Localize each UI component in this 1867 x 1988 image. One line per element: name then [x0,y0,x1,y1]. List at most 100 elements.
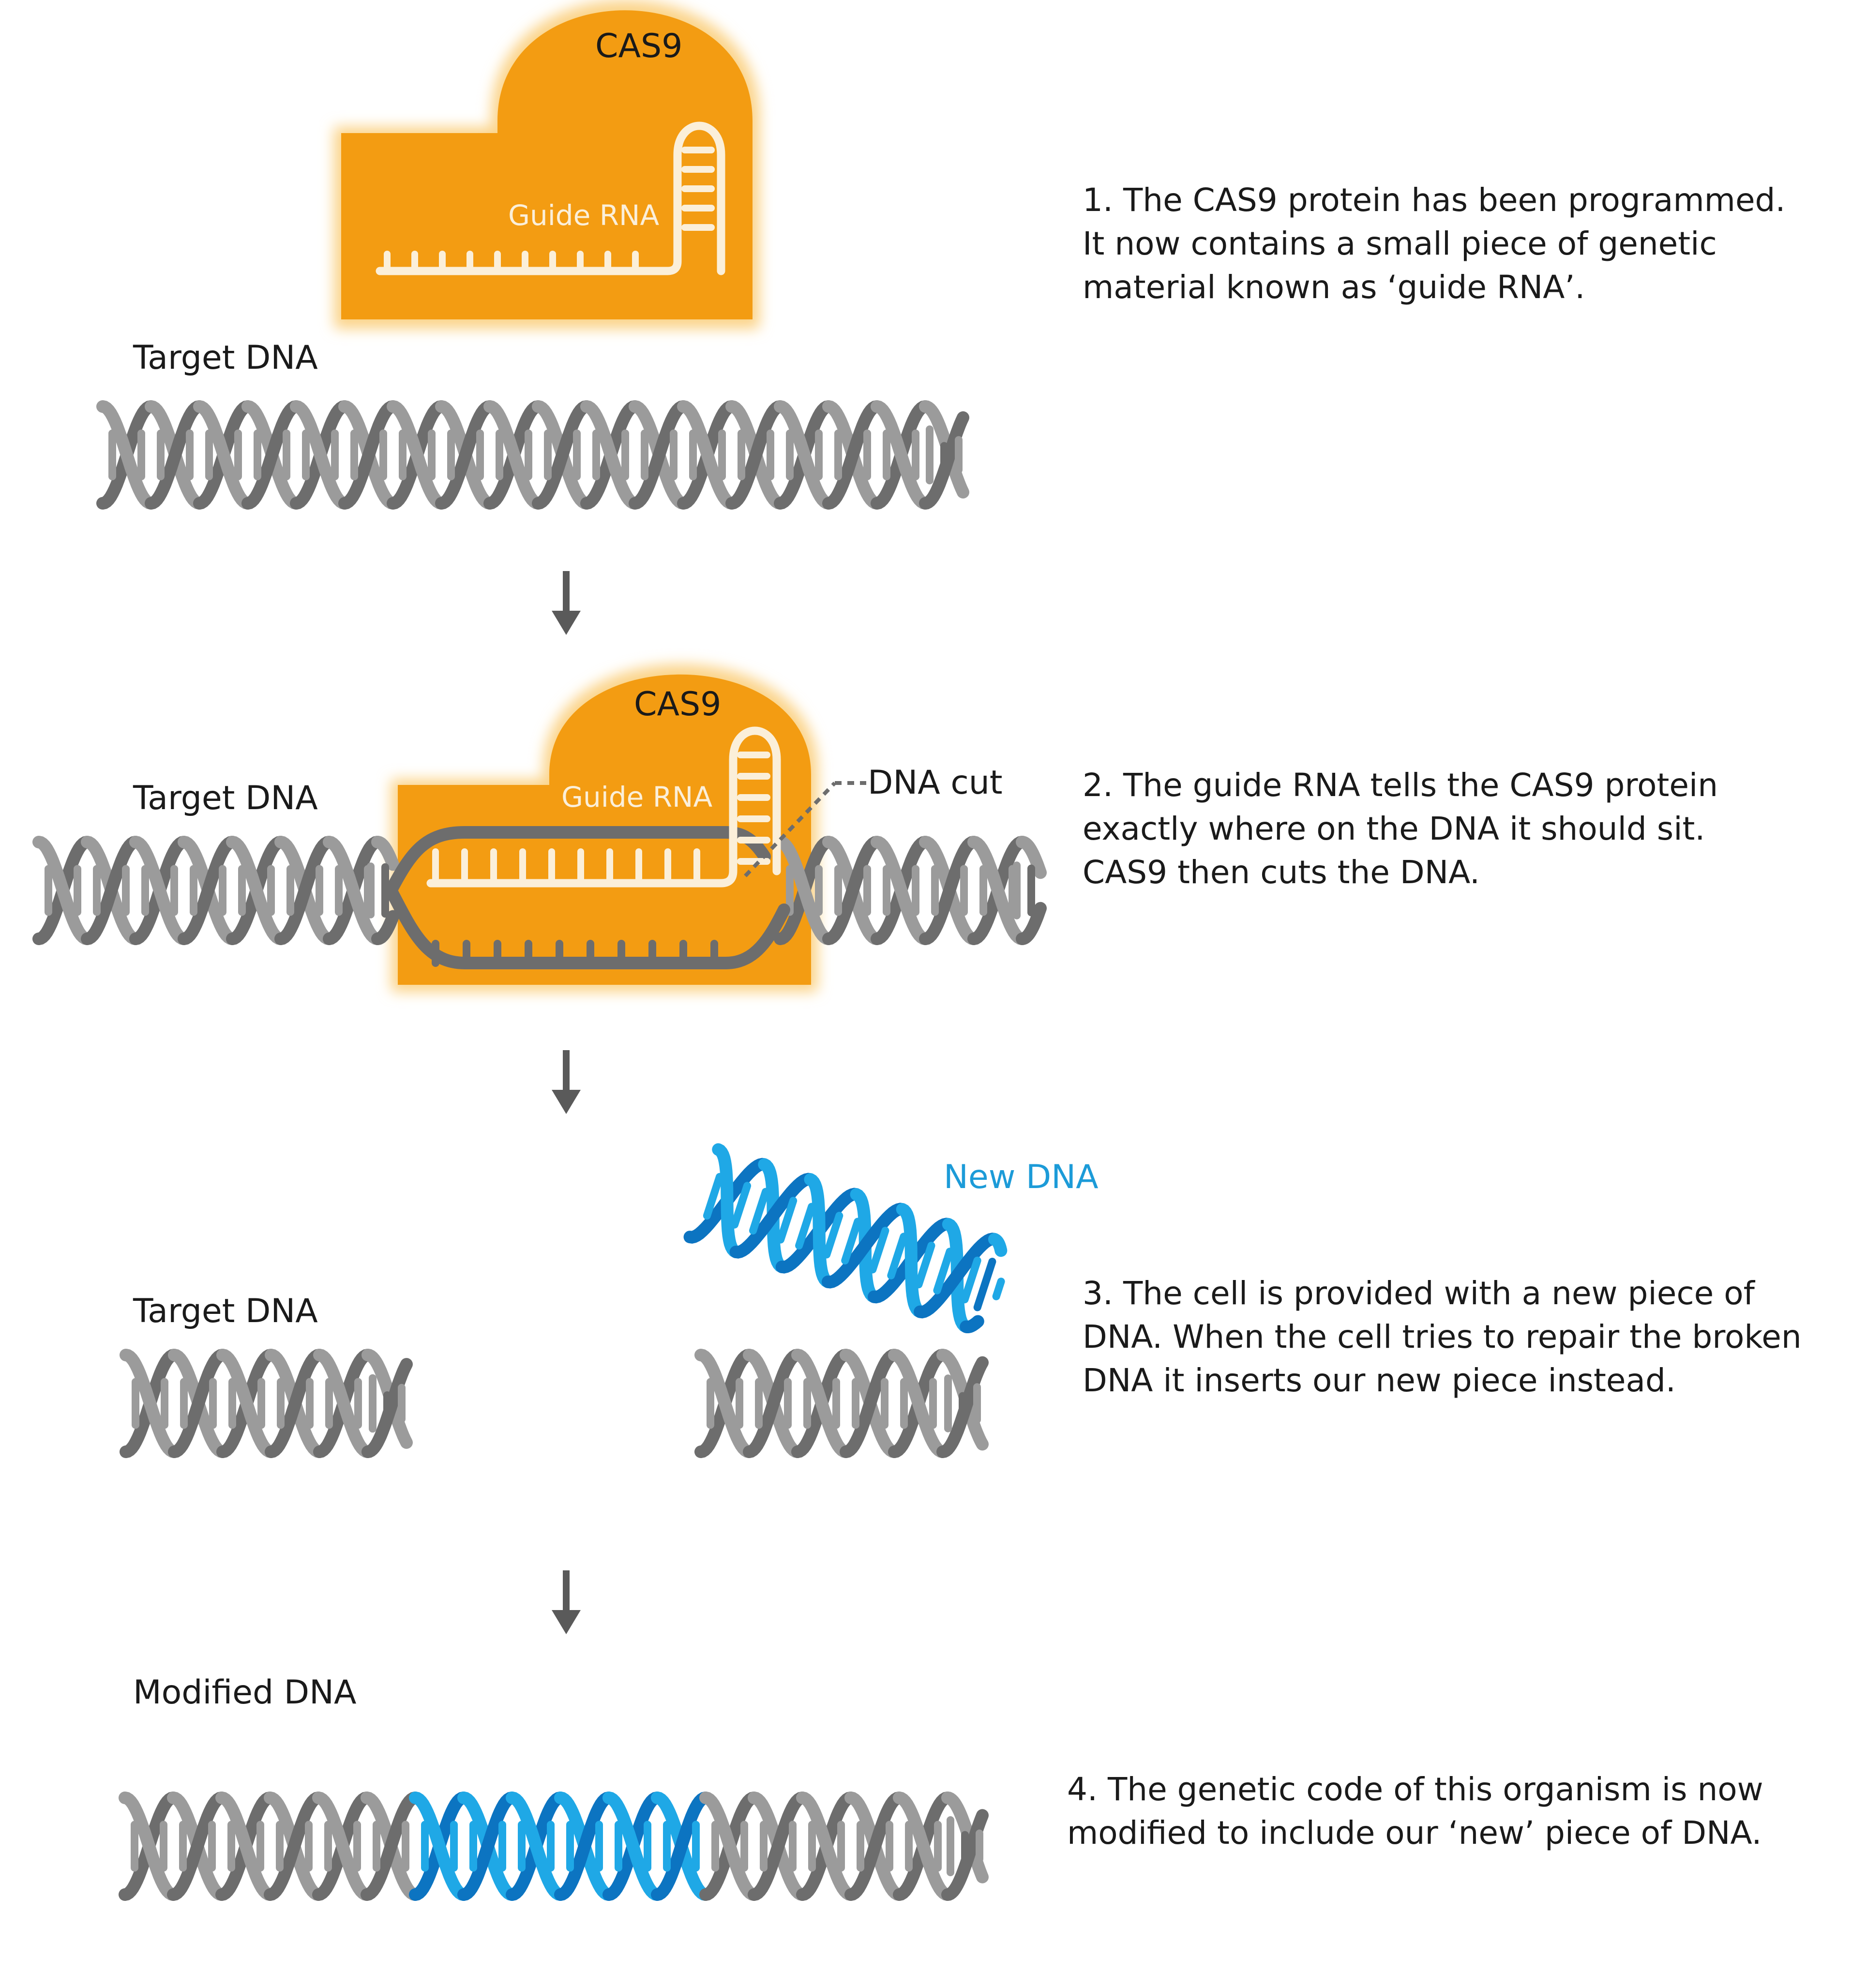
dna-strand-segment [896,1203,927,1318]
dna-strand-segment [216,1349,277,1458]
dna-strand-segment [264,1792,325,1901]
step1-description-line3: material known as ‘guide RNA’. [1083,269,1585,306]
dna-cut-pointer [744,781,866,877]
dna-strand-segment [967,836,1028,945]
dna-strand-segment [361,1349,413,1449]
dna-strand-segment [602,1792,663,1901]
step2-group: Target DNA CAS9 Guide RNA DNA cut 2. The… [32,664,1718,992]
dna-strand-segment [532,400,593,510]
dna-strand-segment [629,400,690,510]
dna-strand-segment [694,1349,755,1458]
dna-strand-segment [871,836,932,945]
step1-description-line1: 1. The CAS9 protein has been programmed. [1083,181,1785,219]
target-dna-helix-1 [96,400,969,510]
dna-strand-segment [960,1315,984,1334]
dna-strand-segment [821,1203,909,1289]
base-pair-rung [749,1188,770,1235]
dna-strand-segment [457,1792,518,1901]
dna-strand-segment [506,1792,567,1901]
base-pair-rung [933,1248,954,1295]
dna-strand-segment [215,1792,276,1901]
dna-strand-segment [774,400,835,510]
guide-rna-label-2: Guide RNA [561,781,712,813]
dna-strand-segment [241,400,302,510]
dna-strand-segment [290,400,351,510]
base-pair-rung [961,1256,981,1304]
dna-strand-segment [193,400,254,510]
dna-strand-segment [822,836,883,945]
dna-strand-segment [840,1349,901,1458]
dna-strand-segment [32,836,93,945]
guide-rna-2 [426,726,781,888]
dna-strand-segment [774,836,835,945]
dna-strand-segment [743,1349,804,1458]
step4-description-line2: modified to include our ‘new’ piece of D… [1067,1814,1762,1852]
dna-strand-segment [888,1349,949,1458]
dna-strand-segment [822,400,883,510]
base-pair-rung [915,1241,935,1289]
cas9-label-1: CAS9 [595,27,682,65]
dna-strand-segment [725,400,786,510]
base-pair-rung [823,1212,843,1259]
down-arrow-icon [552,571,581,635]
dna-strand-segment [312,1792,373,1901]
dna-strand-segment [313,1349,374,1458]
dna-strand-segment [919,411,969,510]
dna-strand-segment [712,1143,742,1259]
dna-strand-segment [914,1233,1001,1319]
dna-strand-segment [409,1792,470,1901]
modified-dna-label: Modified DNA [133,1673,357,1712]
dna-strand-segment [435,400,496,510]
dna-strand-segment [919,400,969,499]
target-dna-label-1: Target DNA [133,339,318,377]
cut-dna-right-fragment [694,1349,989,1458]
base-pair-rung [730,1182,752,1229]
dna-strand-segment [81,836,142,945]
cut-dna-left-fragment [120,1349,413,1458]
dna-strand-segment [554,1792,615,1901]
dna-strand-segment [361,1792,422,1901]
dna-strand-segment [274,836,335,945]
target-dna-helix-2 [32,836,1047,945]
base-pair-rung [777,1197,798,1244]
guide-rna-label-1: Guide RNA [508,199,659,232]
cas9-label-2: CAS9 [634,685,721,723]
dna-strand-segment [387,400,448,510]
step2-description-line1: 2. The guide RNA tells the CAS9 protein [1083,767,1718,804]
guide-rna-1 [376,121,725,275]
dna-strand-segment [1016,836,1047,879]
step1-group: CAS9 Guide RNA Target DNA 1. The CAS9 pr… [96,0,1785,510]
dna-strand-segment [323,836,384,945]
dna-strand-segment [483,400,544,510]
dna-strand-segment [371,910,399,945]
dna-strand-segment [580,400,641,510]
base-pair-rung [887,1233,908,1280]
step2-description-line2: exactly where on the DNA it should sit. [1083,810,1705,847]
new-dna-label: New DNA [944,1158,1099,1196]
dna-strand-segment [178,836,239,945]
dna-strand-segment [893,1792,954,1901]
step2-description-line3: CAS9 then cuts the DNA. [1083,854,1480,891]
dna-strand-segment [677,400,738,510]
dna-cut-label: DNA cut [868,764,1003,802]
dna-strand-segment [120,1349,181,1458]
target-dna-label-3: Target DNA [133,1292,318,1330]
dna-strand-segment [265,1349,326,1458]
dna-strand-segment [804,1173,834,1288]
base-pair-rung [992,1278,1005,1300]
dna-strand-segment [936,1349,989,1451]
dna-strand-segment [1016,902,1047,945]
dna-strand-segment [699,1792,760,1901]
cas9-protein-1 [334,0,760,329]
down-arrow-icon [552,1050,581,1114]
step4-description-line1: 4. The genetic code of this organism is … [1067,1771,1763,1808]
dna-strand-segment [729,1173,817,1259]
dna-strand-segment [651,1792,712,1901]
dna-strand-segment [919,836,980,945]
dna-strand-segment [871,400,932,510]
dna-strand-segment [145,400,206,510]
dna-strand-segment [129,836,190,945]
dna-strand-segment [119,1792,180,1901]
target-dna-label-2: Target DNA [133,779,318,817]
